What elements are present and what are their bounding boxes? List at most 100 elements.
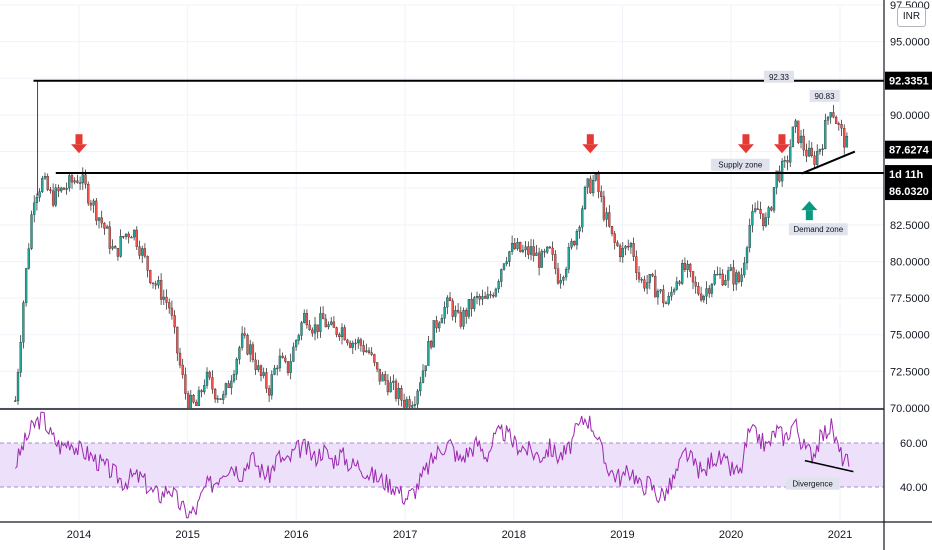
candle-body xyxy=(95,200,98,221)
candle-body xyxy=(735,272,738,285)
candle-body xyxy=(802,135,805,151)
candle-body xyxy=(284,357,287,362)
candle-body xyxy=(589,178,592,194)
candle-body xyxy=(378,368,381,382)
candle-body xyxy=(799,135,803,143)
down-arrow-shaft xyxy=(75,134,83,145)
up-arrow-shaft xyxy=(805,210,813,221)
note-label: Divergence xyxy=(792,480,833,489)
candle-body xyxy=(362,345,365,353)
up-arrow-head xyxy=(801,201,818,211)
currency-button[interactable]: INR xyxy=(897,7,926,27)
candle-body xyxy=(114,246,117,249)
candle-body xyxy=(840,124,843,129)
rsi-tick-label: 40.00 xyxy=(900,482,928,494)
candle-body xyxy=(416,390,419,405)
candle-body xyxy=(446,297,449,308)
candle-body xyxy=(348,342,352,348)
candle-body xyxy=(227,383,230,388)
price-badge-label: 86.0320 xyxy=(889,186,929,198)
divergence-line[interactable] xyxy=(804,459,854,473)
candle-body xyxy=(170,307,174,316)
candle-body xyxy=(813,155,816,165)
price-badge-label: 92.3351 xyxy=(889,76,929,88)
candle-body xyxy=(759,209,762,214)
candle-body xyxy=(435,320,438,329)
candle-body xyxy=(745,247,749,264)
candle-body xyxy=(132,229,136,238)
candle-body xyxy=(562,276,565,281)
candle-body xyxy=(243,333,246,336)
candle-body xyxy=(33,202,36,215)
candle-body xyxy=(540,250,543,268)
candle-body xyxy=(716,273,719,276)
candle-body xyxy=(146,255,149,271)
candle-body xyxy=(257,365,260,370)
candle-body xyxy=(278,355,282,369)
candle-body xyxy=(119,236,122,257)
candle-body xyxy=(837,123,840,125)
note-label: 90.83 xyxy=(815,92,836,101)
candle-body xyxy=(300,322,303,336)
candle-body xyxy=(313,324,317,334)
price-badge xyxy=(885,182,932,201)
candle-body xyxy=(159,280,163,300)
candle-body xyxy=(324,318,327,328)
candle-body xyxy=(721,273,724,286)
price-badges: 92.3351 86.0320 87.6274 1d 11h xyxy=(885,71,932,201)
trendline[interactable] xyxy=(801,150,856,175)
candle-body xyxy=(807,147,811,157)
candle-body xyxy=(467,299,471,317)
down-arrow-head xyxy=(582,144,599,154)
arrow-markers xyxy=(71,134,818,221)
note-label: Supply zone xyxy=(718,161,763,170)
candle-body xyxy=(440,318,444,324)
time-tick-label: 2014 xyxy=(67,529,91,541)
candle-body xyxy=(235,359,238,375)
down-arrow-head xyxy=(737,144,754,154)
candle-body xyxy=(335,327,338,335)
candle-body xyxy=(600,191,603,197)
candle-body xyxy=(524,246,527,251)
price-badge xyxy=(885,140,932,159)
candles-series xyxy=(14,80,849,408)
candle-body xyxy=(613,233,616,243)
up-arrow xyxy=(801,201,818,221)
candle-body xyxy=(54,187,57,206)
candle-body xyxy=(748,225,751,248)
candle-body xyxy=(591,179,595,194)
candle-body xyxy=(138,246,141,256)
time-tick-label: 2015 xyxy=(175,529,199,541)
candle-body xyxy=(51,190,55,206)
rsi-pane xyxy=(14,411,854,519)
candle-body xyxy=(775,170,778,188)
horizontal-lines[interactable] xyxy=(33,79,884,175)
trendlines[interactable] xyxy=(801,150,856,175)
candle-body xyxy=(780,160,784,182)
candle-body xyxy=(49,189,52,192)
candle-body xyxy=(818,149,822,152)
candle-body xyxy=(246,335,249,355)
time-axis[interactable]: 2014 2015 2016 2017 2018 2019 2020 2021 xyxy=(67,529,852,541)
price-badge xyxy=(885,71,932,90)
candle-body xyxy=(581,208,584,228)
candle-body xyxy=(616,242,619,246)
candle-body xyxy=(311,329,314,334)
candle-body xyxy=(351,342,354,348)
candle-body xyxy=(737,272,741,282)
candle-body xyxy=(705,288,708,297)
candle-body xyxy=(510,242,514,252)
candle-body xyxy=(186,393,190,408)
candle-body xyxy=(483,296,487,299)
candle-body xyxy=(640,279,643,281)
candle-body xyxy=(197,390,201,406)
candle-body xyxy=(843,128,846,148)
candle-body xyxy=(751,211,754,226)
candle-body xyxy=(267,388,271,396)
candle-body xyxy=(330,321,333,325)
candle-body xyxy=(675,281,678,290)
candle-body xyxy=(656,290,660,298)
candle-body xyxy=(265,372,268,389)
candle-body xyxy=(789,146,792,163)
